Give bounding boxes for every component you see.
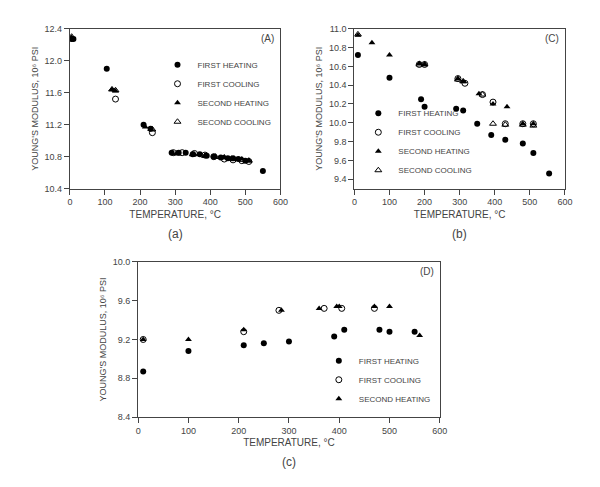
svg-text:0: 0 xyxy=(67,197,72,207)
svg-text:YOUNG'S MODULUS, 10⁶ PSI: YOUNG'S MODULUS, 10⁶ PSI xyxy=(30,47,40,171)
svg-text:10.0: 10.0 xyxy=(329,118,347,128)
svg-text:11.6: 11.6 xyxy=(45,88,62,98)
svg-text:500: 500 xyxy=(522,197,537,207)
svg-text:YOUNG'S MODULUS, 10⁶ PSI: YOUNG'S MODULUS, 10⁶ PSI xyxy=(314,47,324,171)
svg-text:8.8: 8.8 xyxy=(118,373,131,383)
svg-text:9.2: 9.2 xyxy=(118,335,131,345)
svg-text:300: 300 xyxy=(168,197,183,207)
svg-text:10.2: 10.2 xyxy=(329,99,347,109)
svg-text:FIRST HEATING: FIRST HEATING xyxy=(359,357,419,366)
svg-text:SECOND COOLING: SECOND COOLING xyxy=(398,166,471,175)
svg-text:(b): (b) xyxy=(452,227,467,241)
svg-text:200: 200 xyxy=(231,426,246,436)
svg-text:10.4: 10.4 xyxy=(45,184,63,194)
svg-text:FIRST COOLING: FIRST COOLING xyxy=(198,80,260,89)
svg-text:200: 200 xyxy=(133,197,148,207)
svg-text:FIRST COOLING: FIRST COOLING xyxy=(398,128,460,137)
svg-text:600: 600 xyxy=(432,426,447,436)
svg-text:100: 100 xyxy=(382,197,397,207)
svg-text:400: 400 xyxy=(487,197,502,207)
svg-text:400: 400 xyxy=(203,197,218,207)
svg-text:SECOND HEATING: SECOND HEATING xyxy=(198,99,269,108)
svg-text:(c): (c) xyxy=(282,455,296,469)
svg-text:11.0: 11.0 xyxy=(330,24,347,34)
svg-text:11.2: 11.2 xyxy=(45,120,62,130)
svg-text:(a): (a) xyxy=(168,227,183,241)
svg-text:400: 400 xyxy=(332,426,347,436)
svg-text:FIRST HEATING: FIRST HEATING xyxy=(398,109,458,118)
svg-text:200: 200 xyxy=(417,197,432,207)
svg-text:FIRST HEATING: FIRST HEATING xyxy=(198,61,258,70)
svg-text:TEMPERATURE, °C: TEMPERATURE, °C xyxy=(414,209,506,220)
svg-text:SECOND COOLING: SECOND COOLING xyxy=(198,118,271,127)
svg-text:8.4: 8.4 xyxy=(118,412,131,422)
svg-text:9.8: 9.8 xyxy=(334,137,347,147)
svg-text:0: 0 xyxy=(352,197,357,207)
svg-text:TEMPERATURE, °C: TEMPERATURE, °C xyxy=(243,437,335,448)
svg-text:9.4: 9.4 xyxy=(334,174,347,184)
svg-text:100: 100 xyxy=(181,426,196,436)
svg-text:9.6: 9.6 xyxy=(118,296,131,306)
svg-text:300: 300 xyxy=(281,426,296,436)
svg-text:FIRST COOLING: FIRST COOLING xyxy=(359,376,421,385)
svg-text:10.4: 10.4 xyxy=(329,80,347,90)
svg-text:9.6: 9.6 xyxy=(334,156,347,166)
svg-text:0: 0 xyxy=(136,426,141,436)
svg-text:500: 500 xyxy=(382,426,397,436)
svg-text:10.6: 10.6 xyxy=(329,62,347,72)
svg-text:100: 100 xyxy=(97,197,112,207)
svg-text:600: 600 xyxy=(557,197,572,207)
svg-text:10.0: 10.0 xyxy=(113,257,131,267)
svg-text:(A): (A) xyxy=(261,33,274,44)
svg-text:(C): (C) xyxy=(545,33,559,44)
svg-text:300: 300 xyxy=(452,197,467,207)
svg-text:12.0: 12.0 xyxy=(45,56,63,66)
svg-text:500: 500 xyxy=(238,197,253,207)
svg-text:10.8: 10.8 xyxy=(45,152,63,162)
svg-text:(D): (D) xyxy=(420,266,434,277)
svg-text:YOUNG'S MODULUS, 10⁶ PSI: YOUNG'S MODULUS, 10⁶ PSI xyxy=(98,277,108,401)
svg-text:600: 600 xyxy=(273,197,288,207)
svg-text:SECOND HEATING: SECOND HEATING xyxy=(359,395,430,404)
svg-text:SECOND HEATING: SECOND HEATING xyxy=(398,147,469,156)
svg-text:TEMPERATURE, °C: TEMPERATURE, °C xyxy=(129,209,221,220)
svg-text:10.8: 10.8 xyxy=(329,43,347,53)
svg-text:12.4: 12.4 xyxy=(45,24,63,34)
